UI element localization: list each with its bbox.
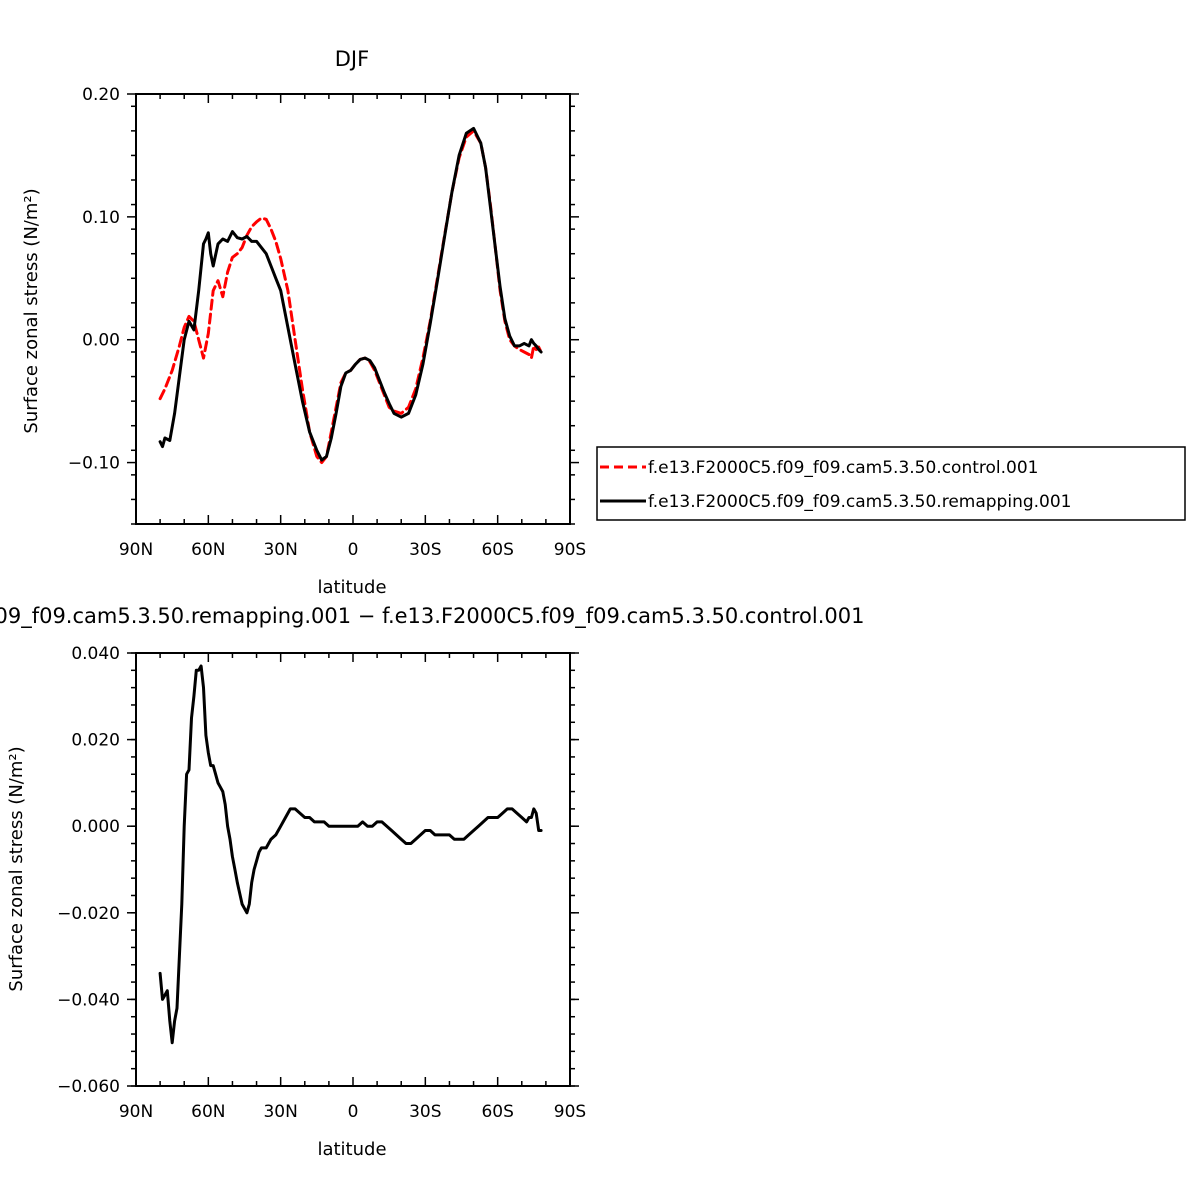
top-chart-x-tick-label: 60N (191, 540, 225, 560)
top-chart-series-line-1 (158, 126, 543, 462)
top-chart-series (158, 126, 543, 465)
bottom-chart-y-tick-label: −0.020 (57, 904, 120, 924)
top-chart-y-tick-label: 0.20 (82, 85, 120, 105)
top-chart-series-line-0 (158, 129, 543, 465)
bottom-chart-plot-frame (135, 652, 571, 1087)
top-chart-legend: f.e13.F2000C5.f09_f09.cam5.3.50.control.… (596, 446, 1186, 521)
top-chart-x-tick-label: 30S (409, 540, 441, 560)
bottom-chart-y-tick-label: 0.040 (71, 644, 120, 664)
bottom-chart-y-axis-title: Surface zonal stress (N/m²) (6, 746, 27, 991)
top-chart-plot-frame (135, 93, 571, 525)
top-chart-x-tick-label: 90S (554, 540, 586, 560)
top-chart-x-tick-label: 30N (263, 540, 297, 560)
top-chart-y-tick-label: −0.10 (68, 454, 120, 474)
bottom-chart-x-axis-title: latitude (317, 1139, 386, 1160)
bottom-chart-series (158, 664, 543, 1045)
bottom-chart-title: f.e13.F2000C5.f09_f09.cam5.3.50.remappin… (0, 604, 864, 629)
bottom-chart-x-tick-label: 0 (348, 1102, 359, 1122)
bottom-chart-x-tick-label: 60N (191, 1102, 225, 1122)
top-chart-x-tick-label: 0 (348, 540, 359, 560)
top-chart-y-tick-label: 0.10 (82, 208, 120, 228)
bottom-chart-series-line-0 (158, 664, 543, 1045)
bottom-chart-y-tick-label: 0.000 (71, 817, 120, 837)
top-chart-x-tick-label: 90N (119, 540, 153, 560)
top-chart-panel: DJF latitude Surface zonal stress (N/m²)… (21, 47, 586, 598)
bottom-chart-y-tick-label: −0.040 (57, 990, 120, 1010)
top-chart-ticks: 90N 60N 30N 0 30S 60S 90S 0.20 0.10 0.00 −0.10 (68, 85, 586, 560)
bottom-chart-panel: f.e13.F2000C5.f09_f09.cam5.3.50.remappin… (0, 604, 864, 1160)
bottom-chart-x-tick-label: 30S (409, 1102, 441, 1122)
bottom-chart-x-tick-label: 90S (554, 1102, 586, 1122)
bottom-chart-x-tick-label: 90N (119, 1102, 153, 1122)
bottom-chart-x-tick-label: 60S (481, 1102, 513, 1122)
top-chart-title: DJF (335, 47, 369, 71)
bottom-chart-y-tick-label: −0.060 (57, 1077, 120, 1097)
legend-label-remapping: f.e13.F2000C5.f09_f09.cam5.3.50.remappin… (648, 492, 1072, 512)
bottom-chart-x-tick-label: 30N (263, 1102, 297, 1122)
top-chart-x-tick-label: 60S (481, 540, 513, 560)
bottom-chart-y-tick-label: 0.020 (71, 731, 120, 751)
top-chart-y-axis-title: Surface zonal stress (N/m²) (21, 188, 42, 433)
top-chart-x-axis-title: latitude (317, 577, 386, 598)
legend-box (596, 446, 1186, 521)
legend-label-control: f.e13.F2000C5.f09_f09.cam5.3.50.control.… (648, 458, 1039, 478)
top-chart-y-tick-label: 0.00 (82, 331, 120, 351)
